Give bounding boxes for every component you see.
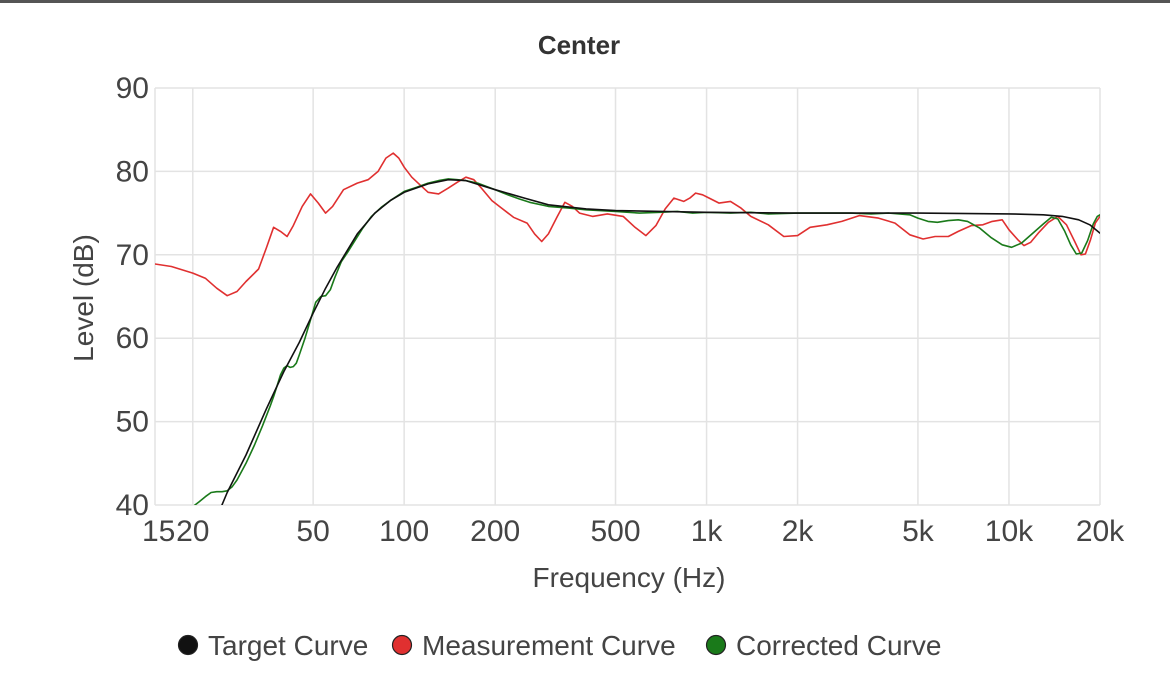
y-tick-label: 70 bbox=[116, 239, 149, 272]
y-tick-label: 80 bbox=[116, 155, 149, 188]
x-tick-label: 1k bbox=[691, 515, 724, 548]
x-tick-label: 10k bbox=[985, 515, 1034, 548]
legend-label: Measurement Curve bbox=[422, 630, 676, 661]
x-tick-label: 15 bbox=[142, 515, 175, 548]
legend-marker-icon bbox=[177, 634, 199, 656]
axis-ticks: 40 50 60 70 80 90 15 20 50 100 200 500 1k 2k 5k 10k 20k bbox=[116, 72, 1126, 548]
y-axis-label: Level (dB) bbox=[68, 234, 99, 362]
series-line-measurement-curve bbox=[155, 152, 1100, 297]
plot-area bbox=[155, 152, 1100, 505]
y-tick-label: 60 bbox=[116, 322, 149, 355]
legend-marker-icon bbox=[391, 634, 413, 656]
legend-item[interactable]: Target Curve bbox=[177, 630, 369, 661]
y-tick-label: 90 bbox=[116, 72, 149, 105]
x-tick-label: 50 bbox=[296, 515, 329, 548]
y-tick-label: 40 bbox=[116, 489, 149, 522]
legend-item[interactable]: Measurement Curve bbox=[391, 630, 676, 661]
x-tick-label: 200 bbox=[470, 515, 520, 548]
legend-marker-icon bbox=[705, 634, 727, 656]
grid-lines bbox=[154, 87, 1101, 506]
x-tick-label: 20 bbox=[176, 515, 209, 548]
window-top-border bbox=[0, 0, 1170, 3]
x-tick-label: 500 bbox=[590, 515, 640, 548]
x-tick-label: 100 bbox=[379, 515, 429, 548]
x-tick-label: 5k bbox=[902, 515, 935, 548]
x-axis-label: Frequency (Hz) bbox=[533, 562, 726, 593]
chart-title: Center bbox=[538, 30, 620, 60]
legend-item[interactable]: Corrected Curve bbox=[705, 630, 942, 661]
x-tick-label: 20k bbox=[1076, 515, 1125, 548]
legend: Target Curve Measurement Curve Corrected C… bbox=[177, 630, 942, 661]
x-tick-label: 2k bbox=[782, 515, 815, 548]
series-line-target-curve bbox=[221, 178, 1100, 505]
legend-label: Target Curve bbox=[208, 630, 368, 661]
y-tick-label: 50 bbox=[116, 406, 149, 439]
legend-label: Corrected Curve bbox=[736, 630, 941, 661]
